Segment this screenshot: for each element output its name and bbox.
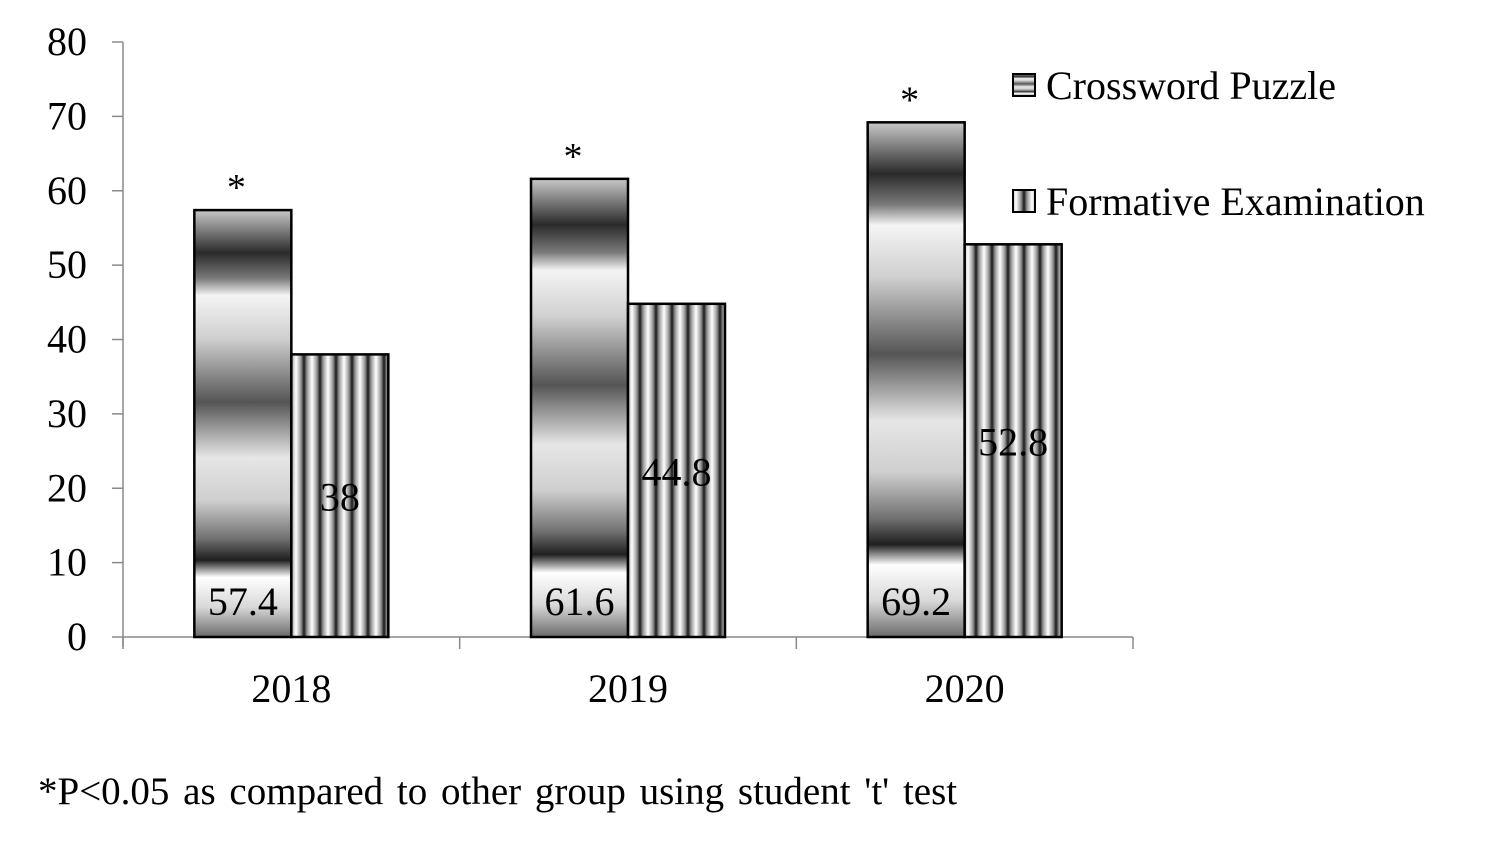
y-tick-label: 40	[47, 317, 87, 362]
bar-formative-examination	[290, 353, 390, 639]
y-tick-label: 20	[47, 465, 87, 510]
y-tick-label: 50	[47, 242, 87, 287]
significance-marker: *	[564, 136, 583, 178]
significance-marker: *	[900, 79, 919, 121]
legend-label: Formative Examination	[1046, 179, 1425, 224]
data-label-crossword-puzzle: 57.4	[208, 579, 278, 624]
x-tick-label: 2018	[251, 666, 331, 711]
y-tick-label: 30	[47, 391, 87, 436]
legend-swatch-formative-examination	[1012, 189, 1036, 213]
x-tick-label: 2020	[925, 666, 1005, 711]
data-label-formative-examination: 52.8	[978, 420, 1048, 465]
y-tick-label: 60	[47, 168, 87, 213]
data-label-crossword-puzzle: 69.2	[881, 579, 951, 624]
y-tick-label: 0	[67, 614, 87, 659]
y-tick-label: 70	[47, 93, 87, 138]
significance-marker: *	[227, 167, 246, 209]
data-label-crossword-puzzle: 61.6	[545, 579, 615, 624]
legend-swatch-crossword-puzzle	[1012, 73, 1036, 97]
x-tick-label: 2019	[588, 666, 668, 711]
bar-crossword-puzzle	[866, 121, 966, 639]
bar-crossword-puzzle	[529, 177, 630, 639]
legend-label: Crossword Puzzle	[1046, 63, 1336, 108]
bar-crossword-puzzle	[193, 208, 293, 639]
y-tick-label: 80	[47, 19, 87, 64]
bar-formative-examination	[963, 243, 1063, 639]
y-tick-label: 10	[47, 540, 87, 585]
bar-formative-examination	[626, 302, 727, 639]
footnote-text: *P<0.05 as compared to other group using…	[38, 770, 957, 813]
data-label-formative-examination: 44.8	[642, 449, 712, 494]
data-label-formative-examination: 38	[320, 475, 360, 520]
